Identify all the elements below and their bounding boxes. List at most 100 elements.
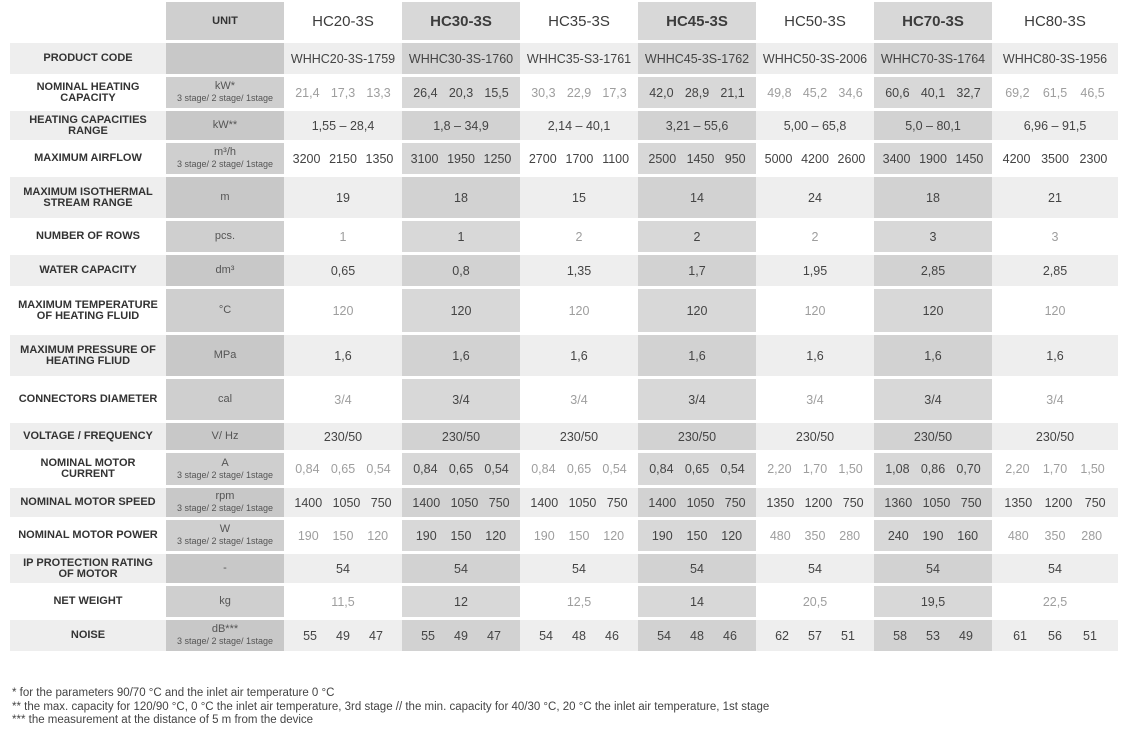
unit-stage-note: 3 stage/ 2 stage/ 1stage [176,636,274,646]
value: 1,6 [334,348,352,363]
value: 61,5 [1042,85,1068,100]
value: 1050 [450,495,479,510]
value: 1 [339,229,347,244]
value: 0,54 [366,462,391,476]
value-group: 5,00 – 65,8 [756,119,874,133]
value: 190 [651,528,673,543]
spec-row: MAXIMUM AIRFLOW m³/h 3 stage/ 2 stage/ 1st… [10,143,1118,174]
value: 51 [841,628,855,643]
value: 280 [1081,528,1103,543]
value: WHHC20-3S-1759 [290,51,396,66]
value: 4200 [1002,151,1031,166]
value-cell: 2500 1450 950 [638,143,756,174]
value-cell: 3 [874,221,992,252]
value: 0,65 [330,462,356,476]
value-group: WHHC35-S3-1761 [520,52,638,66]
gap-cell [10,583,1118,586]
value: WHHC80-3S-1956 [1002,51,1108,66]
value-group: 3/4 [284,393,402,407]
value: 15 [572,190,586,205]
value-group: 14 [638,595,756,609]
value-cell: 69,2 61,5 46,5 [992,77,1118,108]
gap-cell [10,517,1118,520]
value-group: WHHC30-3S-1760 [402,52,520,66]
unit-label: pcs. [214,230,236,242]
value-group: 3/4 [402,393,520,407]
unit-cell: V/ Hz [166,423,284,450]
gap-cell [10,332,1118,335]
value: 3400 [882,151,911,166]
value-group: 230/50 [402,430,520,444]
value: 0,65 [448,462,474,476]
value: 49 [336,628,350,643]
row-gap [10,140,1118,143]
value: 32,7 [956,85,981,100]
footnotes: * for the parameters 90/70 °C and the in… [12,687,769,728]
value-group: 54 [284,562,402,576]
value-group: 61 56 51 [992,629,1118,643]
gap-cell [10,140,1118,143]
spec-row: NOMINAL MOTOR CURRENT A 3 stage/ 2 stage/ … [10,453,1118,485]
value: 750 [1084,495,1106,510]
value-cell: 1400 1050 750 [284,488,402,517]
unit-cell: MPa [166,335,284,376]
value: 350 [804,528,826,543]
value-group: 42,0 28,9 21,1 [638,86,756,100]
value-group: 55 49 47 [284,629,402,643]
parameter-label: HEATING CAPACITIES RANGE [10,111,166,140]
value: 15,5 [484,85,509,100]
value-cell: 2,20 1,70 1,50 [992,453,1118,485]
value-group: 4200 3500 2300 [992,152,1118,166]
value-cell: 1360 1050 750 [874,488,992,517]
value-cell: 54 48 46 [520,620,638,651]
spec-row: NET WEIGHT kg 11,5 12 12,5 14 20,5 19,5 22,5 [10,586,1118,617]
value: 22,5 [1042,594,1068,609]
value-cell: 230/50 [638,423,756,450]
value: 1,6 [452,348,470,363]
value-group: 55 49 47 [402,629,520,643]
value-cell: 1 [284,221,402,252]
value-cell: 480 350 280 [756,520,874,551]
value: 750 [842,495,864,510]
value-group: 1,08 0,86 0,70 [874,462,992,476]
value: 46 [605,628,619,643]
parameter-label: VOLTAGE / FREQUENCY [10,423,166,450]
value-group: 0,84 0,65 0,54 [638,462,756,476]
value-cell: 3400 1900 1450 [874,143,992,174]
spec-row: PRODUCT CODE WHHC20-3S-1759 WHHC30-3S-1760… [10,43,1118,74]
value-group: 1400 1050 750 [638,496,756,510]
value-group: 1,6 [402,349,520,363]
value: 19 [336,190,350,205]
value: 24 [808,190,822,205]
parameter-label: NOMINAL MOTOR SPEED [10,488,166,517]
value-cell: WHHC45-3S-1762 [638,43,756,74]
value-cell: 120 [638,289,756,332]
value-cell: 2 [756,221,874,252]
value: 13,3 [366,85,391,100]
spec-row: NOMINAL HEATING CAPACITY kW* 3 stage/ 2 st… [10,77,1118,108]
value-cell: 5,0 – 80,1 [874,111,992,140]
value: 49 [454,628,468,643]
value-group: 18 [874,191,992,205]
value-group: 120 [520,304,638,318]
value-group: 1400 1050 750 [402,496,520,510]
value: 46 [723,628,737,643]
spec-body: PRODUCT CODE WHHC20-3S-1759 WHHC30-3S-1760… [10,40,1118,651]
value-cell: 54 [756,554,874,583]
unit-cell: kg [166,586,284,617]
value-cell: 1,6 [638,335,756,376]
value-cell: 54 [992,554,1118,583]
value: 0,65 [684,462,710,476]
unit-cell: °C [166,289,284,332]
gap-cell [10,420,1118,423]
value: 750 [370,495,392,510]
value-cell: 1350 1200 750 [756,488,874,517]
value-group: WHHC20-3S-1759 [284,52,402,66]
value: 0,54 [484,462,509,476]
value: 0,84 [413,462,438,476]
value-cell: 3 [992,221,1118,252]
value-cell: 19 [284,177,402,218]
unit-label: cal [217,393,233,405]
value: 3/4 [924,392,942,407]
